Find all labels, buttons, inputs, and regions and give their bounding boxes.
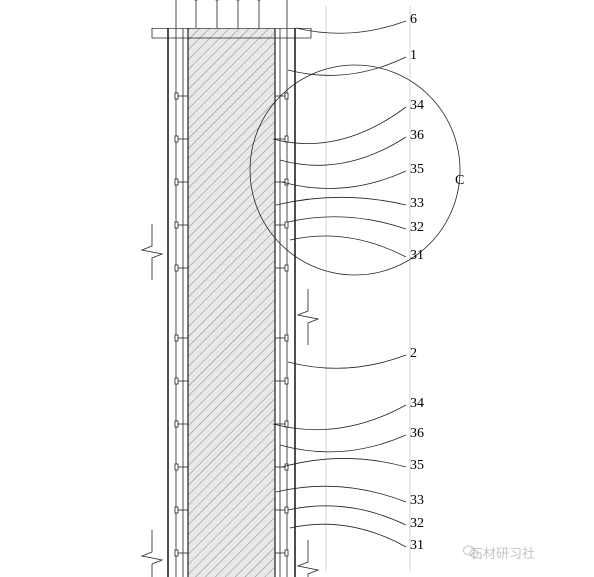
label-C: C <box>455 173 464 189</box>
label-36a: 36 <box>410 128 424 144</box>
watermark: 石材研习社 <box>462 543 535 562</box>
label-32b: 32 <box>410 516 424 532</box>
label-34b: 34 <box>410 396 424 412</box>
engineering-section-drawing <box>0 0 594 577</box>
label-1: 1 <box>410 48 417 64</box>
label-2: 2 <box>410 346 417 362</box>
label-32a: 32 <box>410 220 424 236</box>
column-section-layer <box>168 0 295 577</box>
label-33a: 33 <box>410 196 424 212</box>
label-31a: 31 <box>410 248 424 264</box>
label-31b: 31 <box>410 538 424 554</box>
label-6: 6 <box>410 12 417 28</box>
label-34a: 34 <box>410 98 424 114</box>
label-35a: 35 <box>410 162 424 178</box>
diagram-root: 6 1 34 36 35 C 33 32 31 2 34 36 35 33 32… <box>0 0 594 577</box>
label-36b: 36 <box>410 426 424 442</box>
label-35b: 35 <box>410 458 424 474</box>
detail-callout-layer <box>250 65 460 275</box>
label-33b: 33 <box>410 493 424 509</box>
leader-lines-layer <box>273 21 406 547</box>
